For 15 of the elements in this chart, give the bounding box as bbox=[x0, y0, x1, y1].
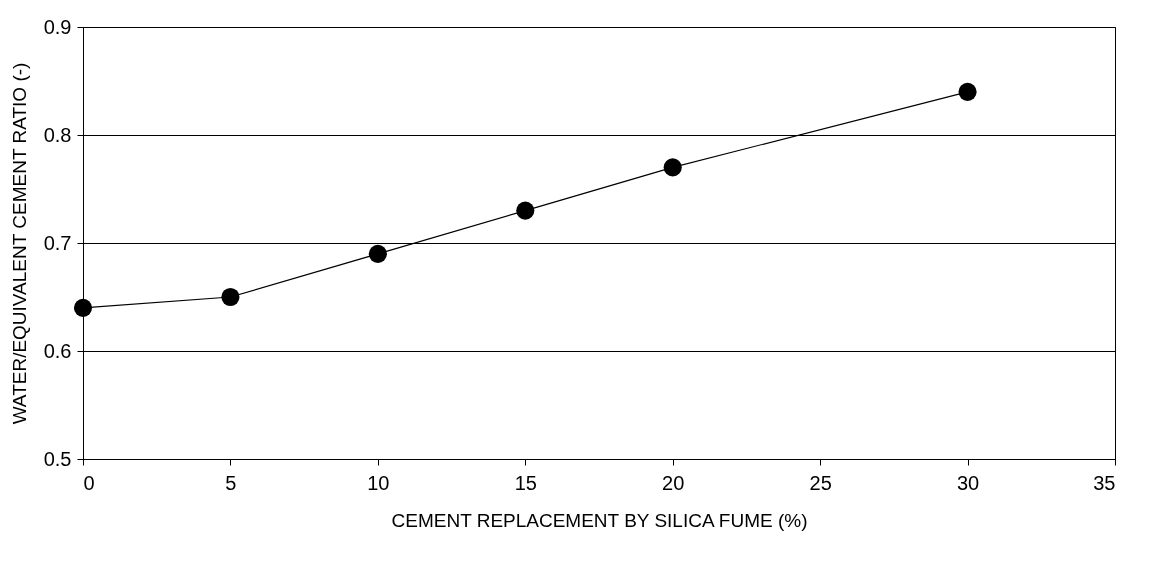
x-tick-label: 25 bbox=[809, 471, 832, 494]
y-tick-label: 0.5 bbox=[43, 447, 72, 470]
y-axis-title: WATER/EQUIVALENT CEMENT RATIO (-) bbox=[8, 62, 30, 425]
x-tick-label: 30 bbox=[956, 471, 980, 494]
y-tick-label: 0.6 bbox=[43, 339, 72, 362]
x-axis-title: CEMENT REPLACEMENT BY SILICA FUME (%) bbox=[391, 509, 808, 531]
x-tick-label: 35 bbox=[1093, 471, 1116, 494]
y-tick-label: 0.7 bbox=[43, 231, 72, 254]
x-tick-label: 15 bbox=[514, 471, 537, 494]
x-tick-label: 20 bbox=[662, 471, 685, 494]
x-tick-label: 5 bbox=[225, 471, 237, 494]
x-tick-label: 10 bbox=[367, 471, 390, 494]
y-tick-label: 0.9 bbox=[43, 15, 72, 38]
x-tick-label: 0 bbox=[83, 471, 95, 494]
y-tick-label: 0.8 bbox=[43, 123, 72, 146]
